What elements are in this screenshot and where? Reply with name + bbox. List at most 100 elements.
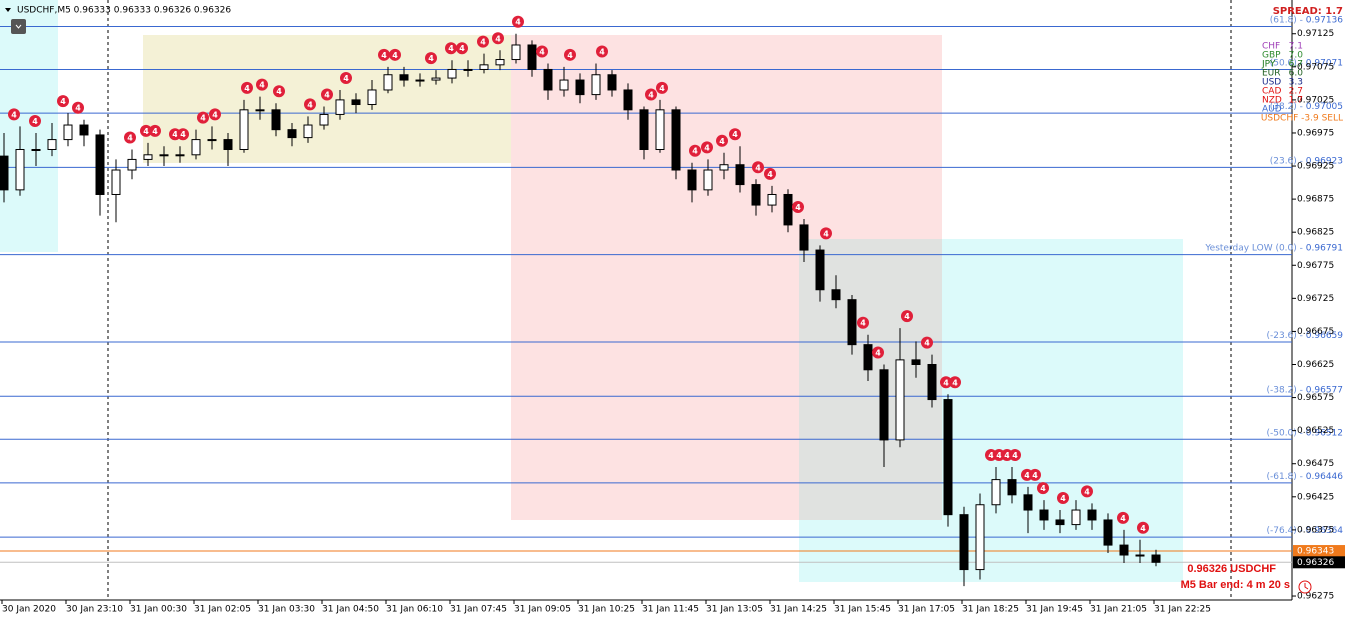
candle-body (207, 139, 217, 142)
fib-value: 0.97136 (1306, 15, 1343, 25)
candle-body (495, 59, 505, 66)
candle-body (991, 479, 1001, 506)
fib-level-label: (-38.2) - 0.96577 (1266, 385, 1343, 395)
candle-body (127, 158, 137, 171)
y-tick-label: 0.96375 (1297, 525, 1334, 535)
signal-label: 4 (1084, 487, 1090, 496)
candle-body (111, 169, 121, 195)
fib-label: (-76.4) - (1266, 526, 1302, 536)
x-tick-label: 31 Jan 21:05 (1090, 605, 1147, 615)
x-tick-label: 31 Jan 19:45 (1026, 605, 1083, 615)
candle-body (239, 109, 249, 151)
signal-marker (378, 48, 390, 61)
candle-body (159, 154, 169, 157)
y-tick-label: 0.96725 (1297, 294, 1334, 304)
fib-level-label: Yesterday LOW (0.0) - 0.96791 (1204, 243, 1343, 253)
fib-value: 0.96791 (1306, 243, 1343, 253)
signal-label: 4 (343, 74, 349, 83)
candle-body (591, 74, 601, 96)
fib-level-label: (23.6) - 0.96923 (1270, 156, 1343, 166)
signal-label: 4 (276, 87, 282, 96)
x-tick-label: 30 Jan 2020 (2, 605, 56, 615)
fib-label: (-23.6) - (1266, 331, 1302, 341)
candle-body (255, 109, 265, 112)
candle-body (319, 113, 329, 126)
x-tick-label: 31 Jan 13:05 (706, 605, 763, 615)
signal-label: 4 (1140, 524, 1146, 533)
signal-label: 4 (143, 127, 149, 136)
signal-marker (645, 88, 657, 101)
candle-body (527, 44, 537, 70)
ask-price-label: 0.96343 (1297, 547, 1334, 557)
candle-body (543, 68, 553, 91)
currency-name: GBP (1262, 51, 1281, 61)
y-tick-label: 0.96275 (1297, 592, 1334, 602)
candle-body (863, 344, 873, 371)
candle-body (431, 77, 441, 81)
spread-label: SPREAD: 1.7 (1273, 6, 1343, 17)
fib-level-label: (-23.6) - 0.96659 (1266, 331, 1343, 341)
signal-summary: USDCHF -3.9 SELL (1261, 114, 1343, 124)
signal-label: 4 (152, 127, 158, 136)
candle-body (639, 109, 649, 151)
signal-marker (656, 81, 668, 94)
menu-arrow[interactable] (5, 8, 11, 12)
signal-marker (1029, 468, 1041, 481)
currency-name: AUD (1262, 105, 1282, 115)
x-tick-label: 31 Jan 07:45 (450, 605, 507, 615)
candle-body (655, 109, 665, 151)
candle-body (799, 224, 809, 251)
x-tick-label: 31 Jan 03:30 (258, 605, 315, 615)
candle-body (0, 155, 9, 191)
signal-label: 4 (943, 378, 949, 387)
ask-price-box (1293, 545, 1345, 558)
signal-label: 4 (1040, 484, 1046, 493)
collapse-button[interactable] (11, 19, 26, 34)
y-tick-label: 0.96775 (1297, 261, 1334, 271)
candle-body (1103, 519, 1113, 546)
bid-price-box (1293, 556, 1345, 569)
fib-value: 0.96364 (1306, 526, 1343, 536)
signal-label: 4 (495, 34, 501, 43)
currency-strength: 1.7 (1289, 96, 1303, 106)
candle-body (1119, 544, 1129, 556)
session-box (143, 35, 557, 163)
candle-body (479, 64, 489, 70)
candle-body (383, 74, 393, 91)
candle-body (783, 193, 793, 226)
candle-body (927, 363, 937, 401)
candle-body (623, 89, 633, 111)
signal-label: 4 (1120, 514, 1126, 523)
signal-label: 4 (180, 130, 186, 139)
signal-marker (536, 45, 548, 58)
signal-marker (456, 42, 468, 55)
candle-body (831, 289, 841, 301)
signal-marker (716, 134, 728, 147)
signal-marker (792, 200, 804, 213)
y-tick-label: 0.96675 (1297, 327, 1334, 337)
candle-body (959, 514, 969, 571)
signal-label: 4 (860, 319, 866, 328)
currency-name: USD (1262, 78, 1281, 88)
candle-body (703, 169, 713, 191)
y-tick-label: 0.96525 (1297, 426, 1334, 436)
currency-strength: 3.3 (1289, 78, 1303, 88)
signal-label: 4 (200, 114, 206, 123)
candle-body (607, 74, 617, 91)
x-tick-label: 31 Jan 17:05 (898, 605, 955, 615)
candle-body (399, 74, 409, 81)
signal-marker (445, 42, 457, 55)
signal-label: 4 (648, 91, 654, 100)
fib-level-label: (38.2) - 0.97005 (1270, 102, 1343, 112)
signal-label: 4 (952, 378, 958, 387)
signal-label: 4 (212, 110, 218, 119)
signal-marker (564, 48, 576, 61)
candle-body (15, 149, 25, 191)
signal-label: 4 (924, 339, 930, 348)
candle-body (975, 504, 985, 571)
candle-body (1151, 554, 1161, 563)
candle-body (1055, 519, 1065, 526)
signal-label: 4 (307, 100, 313, 109)
signal-marker (340, 71, 352, 84)
signal-marker (8, 108, 20, 121)
